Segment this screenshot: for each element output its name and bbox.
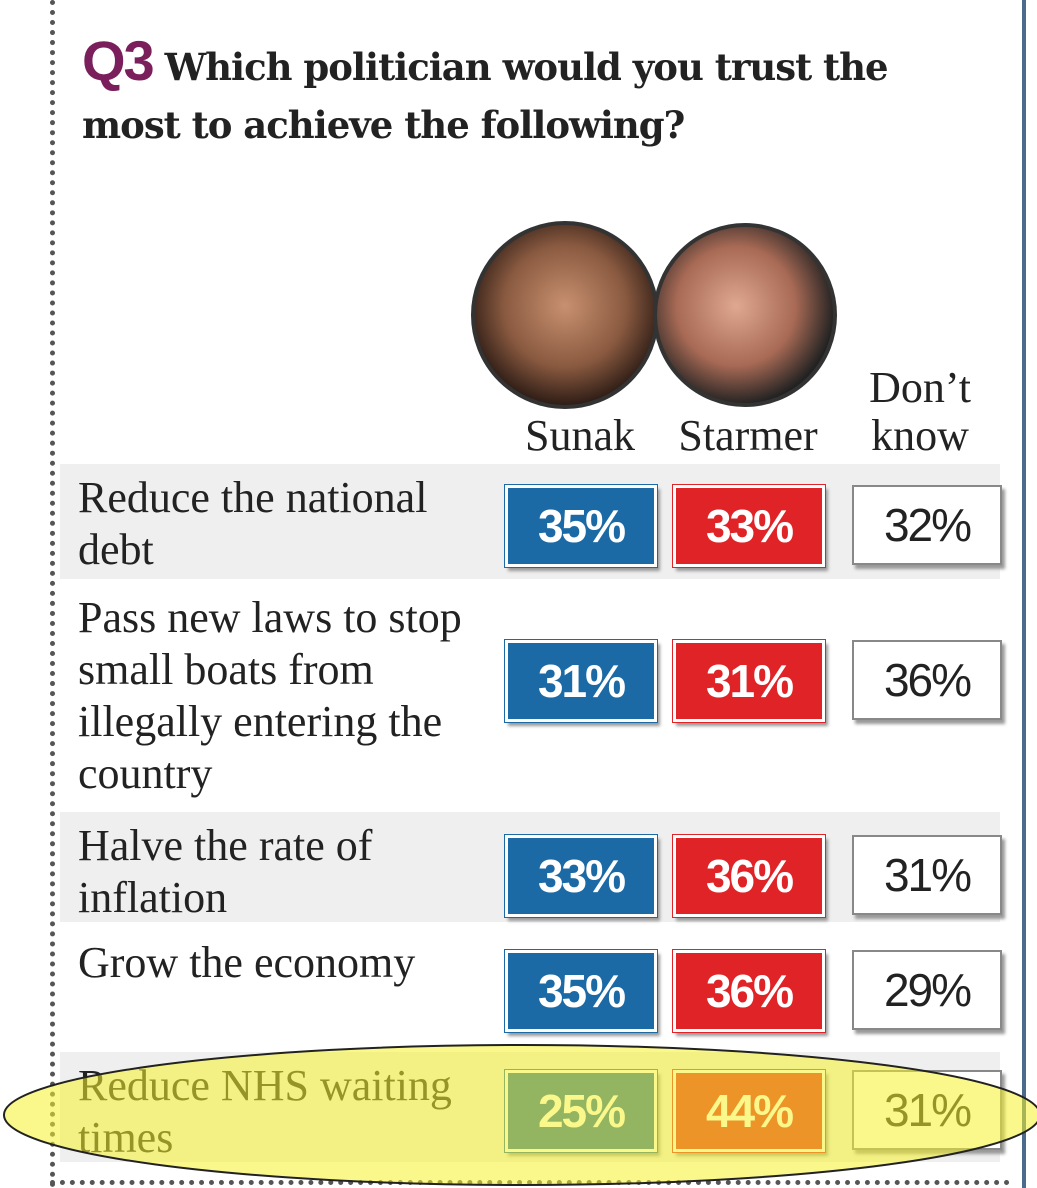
value-box: 35% [504, 949, 658, 1033]
value-box: 29% [852, 950, 1002, 1030]
value-box: 36% [672, 834, 826, 918]
photos [471, 221, 837, 409]
dotted-rule [50, 0, 55, 1188]
value-box: 44% [672, 1069, 826, 1153]
value-box: 31% [852, 1070, 1002, 1150]
value-box: 31% [672, 639, 826, 723]
row-label: Pass new laws to stop small boats from i… [78, 593, 462, 798]
photo-sunak [471, 221, 659, 409]
value-box: 32% [852, 485, 1002, 565]
row-label: Reduce the national debt [78, 473, 428, 574]
row-label: Grow the economy [78, 938, 416, 987]
question: Which politician would you trust the mos… [82, 45, 889, 147]
value-box: 33% [672, 484, 826, 568]
value-box: 31% [852, 835, 1002, 915]
photo-starmer [653, 223, 837, 407]
value-box: 25% [504, 1069, 658, 1153]
value-box: 36% [672, 949, 826, 1033]
border [1022, 0, 1026, 1188]
value-box: 33% [504, 834, 658, 918]
title: Q3 Which politician would you trust the … [82, 32, 982, 154]
value-box: 36% [852, 640, 1002, 720]
row-label: Halve the rate of inflation [78, 821, 373, 922]
column-header: Don’t know [869, 363, 971, 460]
value-box: 31% [504, 639, 658, 723]
row-label: Reduce NHS waiting times [78, 1061, 452, 1162]
value-box: 35% [504, 484, 658, 568]
dotted-rule [50, 1180, 1010, 1185]
column-header: Sunak [525, 411, 635, 460]
column-header: Starmer [678, 411, 818, 460]
question-number: Q3 [82, 29, 155, 92]
